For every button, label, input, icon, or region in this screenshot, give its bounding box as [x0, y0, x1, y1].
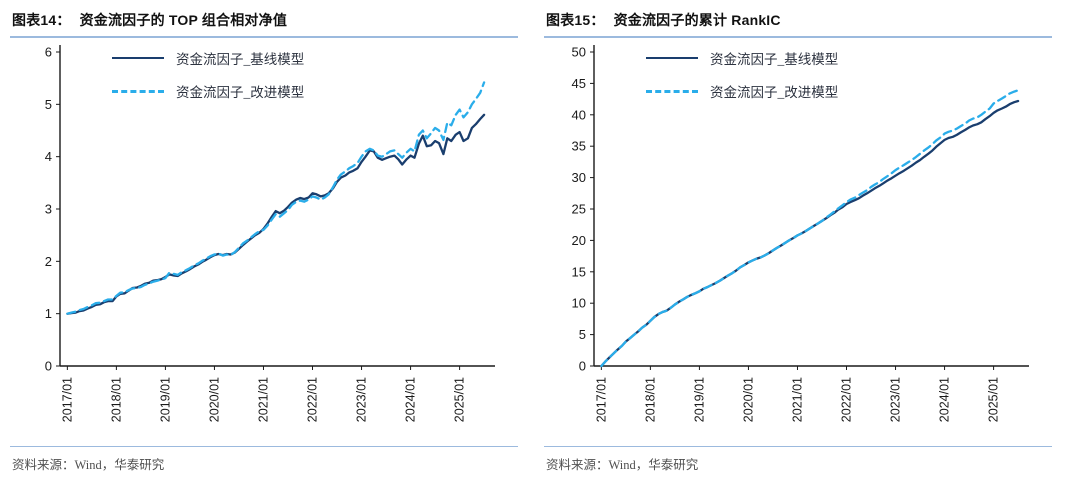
- figure-panel-14: 图表14： 资金流因子的 TOP 组合相对净值 0 1 2 3 4 5 6 2017/01 201…: [10, 8, 518, 473]
- svg-text:35: 35: [572, 139, 586, 154]
- svg-text:2025/01: 2025/01: [987, 377, 1001, 422]
- solid-line-swatch: [646, 57, 698, 59]
- legend-item-baseline: 资金流因子_基线模型: [112, 48, 304, 68]
- figure-14-label: 图表14：: [12, 12, 71, 28]
- svg-text:40: 40: [572, 107, 586, 122]
- svg-text:25: 25: [572, 202, 586, 217]
- legend-label: 资金流因子_改进模型: [710, 85, 839, 100]
- figure-panel-15: 图表15： 资金流因子的累计 RankIC 0 5 10 15 20 25 30 35 40 45 5…: [544, 8, 1052, 473]
- svg-text:50: 50: [572, 45, 586, 60]
- svg-text:2021/01: 2021/01: [790, 377, 804, 422]
- svg-text:2022/01: 2022/01: [306, 377, 320, 422]
- figure-14-chart-area: 0 1 2 3 4 5 6 2017/01 2018/01 2019/01 2020/01 2021/…: [10, 40, 518, 442]
- figure-15-title-text: 资金流因子的累计 RankIC: [613, 12, 781, 28]
- svg-text:15: 15: [572, 264, 586, 279]
- figure-15-chart-area: 0 5 10 15 20 25 30 35 40 45 50 2017/01 2018/01 2019/0…: [544, 40, 1052, 442]
- svg-text:2023/01: 2023/01: [889, 377, 903, 422]
- report-figures-row: 图表14： 资金流因子的 TOP 组合相对净值 0 1 2 3 4 5 6 2017/01 201…: [10, 8, 1052, 473]
- svg-text:3: 3: [45, 202, 52, 217]
- svg-text:1: 1: [45, 306, 52, 321]
- legend-item-improved: 资金流因子_改进模型: [112, 81, 304, 101]
- svg-text:2019/01: 2019/01: [692, 377, 706, 422]
- line-chart-net-value: 0 1 2 3 4 5 6 2017/01 2018/01 2019/01 2020/01 2021/…: [45, 45, 495, 422]
- legend-label: 资金流因子_改进模型: [176, 85, 305, 100]
- svg-text:5: 5: [579, 327, 586, 342]
- svg-text:2020/01: 2020/01: [207, 377, 221, 422]
- svg-text:10: 10: [572, 296, 586, 311]
- source-note: 资料来源：Wind，华泰研究: [10, 446, 518, 473]
- svg-text:2018/01: 2018/01: [109, 377, 123, 422]
- source-note: 资料来源：Wind，华泰研究: [544, 446, 1052, 473]
- svg-text:0: 0: [579, 359, 586, 374]
- svg-text:30: 30: [572, 170, 586, 185]
- dashed-line-swatch: [646, 89, 698, 93]
- svg-text:2025/01: 2025/01: [453, 377, 467, 422]
- svg-text:2018/01: 2018/01: [643, 377, 657, 422]
- line-chart-rankic: 0 5 10 15 20 25 30 35 40 45 50 2017/01 2018/01 2019/0…: [572, 45, 1029, 422]
- svg-text:2022/01: 2022/01: [840, 377, 854, 422]
- figure-14-title: 图表14： 资金流因子的 TOP 组合相对净值: [10, 8, 518, 38]
- svg-text:20: 20: [572, 233, 586, 248]
- svg-text:5: 5: [45, 97, 52, 112]
- legend-label: 资金流因子_基线模型: [710, 52, 839, 67]
- svg-text:0: 0: [45, 359, 52, 374]
- svg-text:2017/01: 2017/01: [60, 377, 74, 422]
- svg-text:2023/01: 2023/01: [355, 377, 369, 422]
- svg-text:2024/01: 2024/01: [404, 377, 418, 422]
- figure-14-legend: 资金流因子_基线模型 资金流因子_改进模型: [112, 48, 304, 114]
- svg-text:2019/01: 2019/01: [158, 377, 172, 422]
- svg-text:45: 45: [572, 76, 586, 91]
- dashed-line-swatch: [112, 89, 164, 93]
- svg-text:2020/01: 2020/01: [741, 377, 755, 422]
- legend-label: 资金流因子_基线模型: [176, 52, 305, 67]
- solid-line-swatch: [112, 57, 164, 59]
- figure-14-title-text: 资金流因子的 TOP 组合相对净值: [79, 12, 288, 28]
- svg-text:2: 2: [45, 254, 52, 269]
- svg-text:2024/01: 2024/01: [938, 377, 952, 422]
- svg-text:4: 4: [45, 149, 52, 164]
- legend-item-baseline: 资金流因子_基线模型: [646, 48, 838, 68]
- svg-text:2021/01: 2021/01: [256, 377, 270, 422]
- figure-15-label: 图表15：: [546, 12, 605, 28]
- legend-item-improved: 资金流因子_改进模型: [646, 81, 838, 101]
- svg-text:6: 6: [45, 45, 52, 60]
- figure-15-legend: 资金流因子_基线模型 资金流因子_改进模型: [646, 48, 838, 114]
- svg-text:2017/01: 2017/01: [594, 377, 608, 422]
- figure-15-title: 图表15： 资金流因子的累计 RankIC: [544, 8, 1052, 38]
